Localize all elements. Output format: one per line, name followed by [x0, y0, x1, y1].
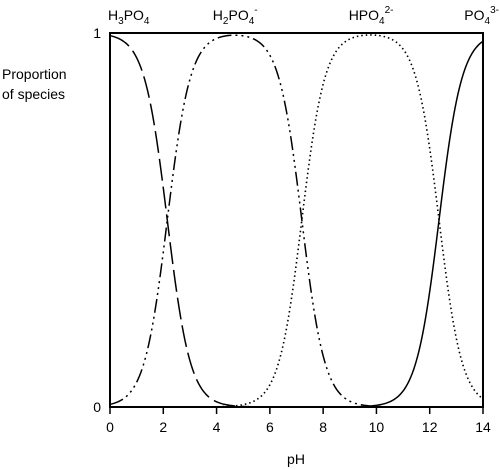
series-line-1: [109, 34, 483, 408]
species-label-2: HPO42-: [349, 5, 394, 27]
x-tick-label: 10: [369, 419, 385, 435]
x-tick-label: 6: [266, 419, 274, 435]
series-line-0: [109, 34, 483, 408]
series-line-2: [110, 34, 484, 408]
x-tick-label: 0: [106, 419, 114, 435]
series-line-3: [110, 40, 484, 408]
x-tick-label: 2: [159, 419, 167, 435]
series-curves: [109, 34, 484, 408]
x-tick-label: 12: [422, 419, 438, 435]
x-axis-title: pH: [287, 451, 305, 467]
species-label-0: H3PO4: [108, 7, 150, 27]
x-tick-label: 14: [475, 419, 491, 435]
x-axis-ticks: 0 2 4 6 8 10 12 14: [106, 407, 491, 435]
y-axis-title-line-1: Proportion: [2, 66, 67, 82]
species-label-1: H2PO4-: [213, 5, 258, 27]
species-labels: H3PO4 H2PO4- HPO42- PO43-: [108, 5, 499, 27]
species-label-3: PO43-: [464, 5, 499, 27]
y-axis-ticks: 01: [93, 25, 101, 415]
y-axis-title-line-2: of species: [2, 86, 65, 102]
x-tick-label: 4: [213, 419, 221, 435]
y-tick-label: 1: [93, 25, 101, 41]
plot-frame: [109, 32, 484, 408]
y-tick-label: 0: [93, 399, 101, 415]
x-tick-label: 8: [319, 419, 327, 435]
